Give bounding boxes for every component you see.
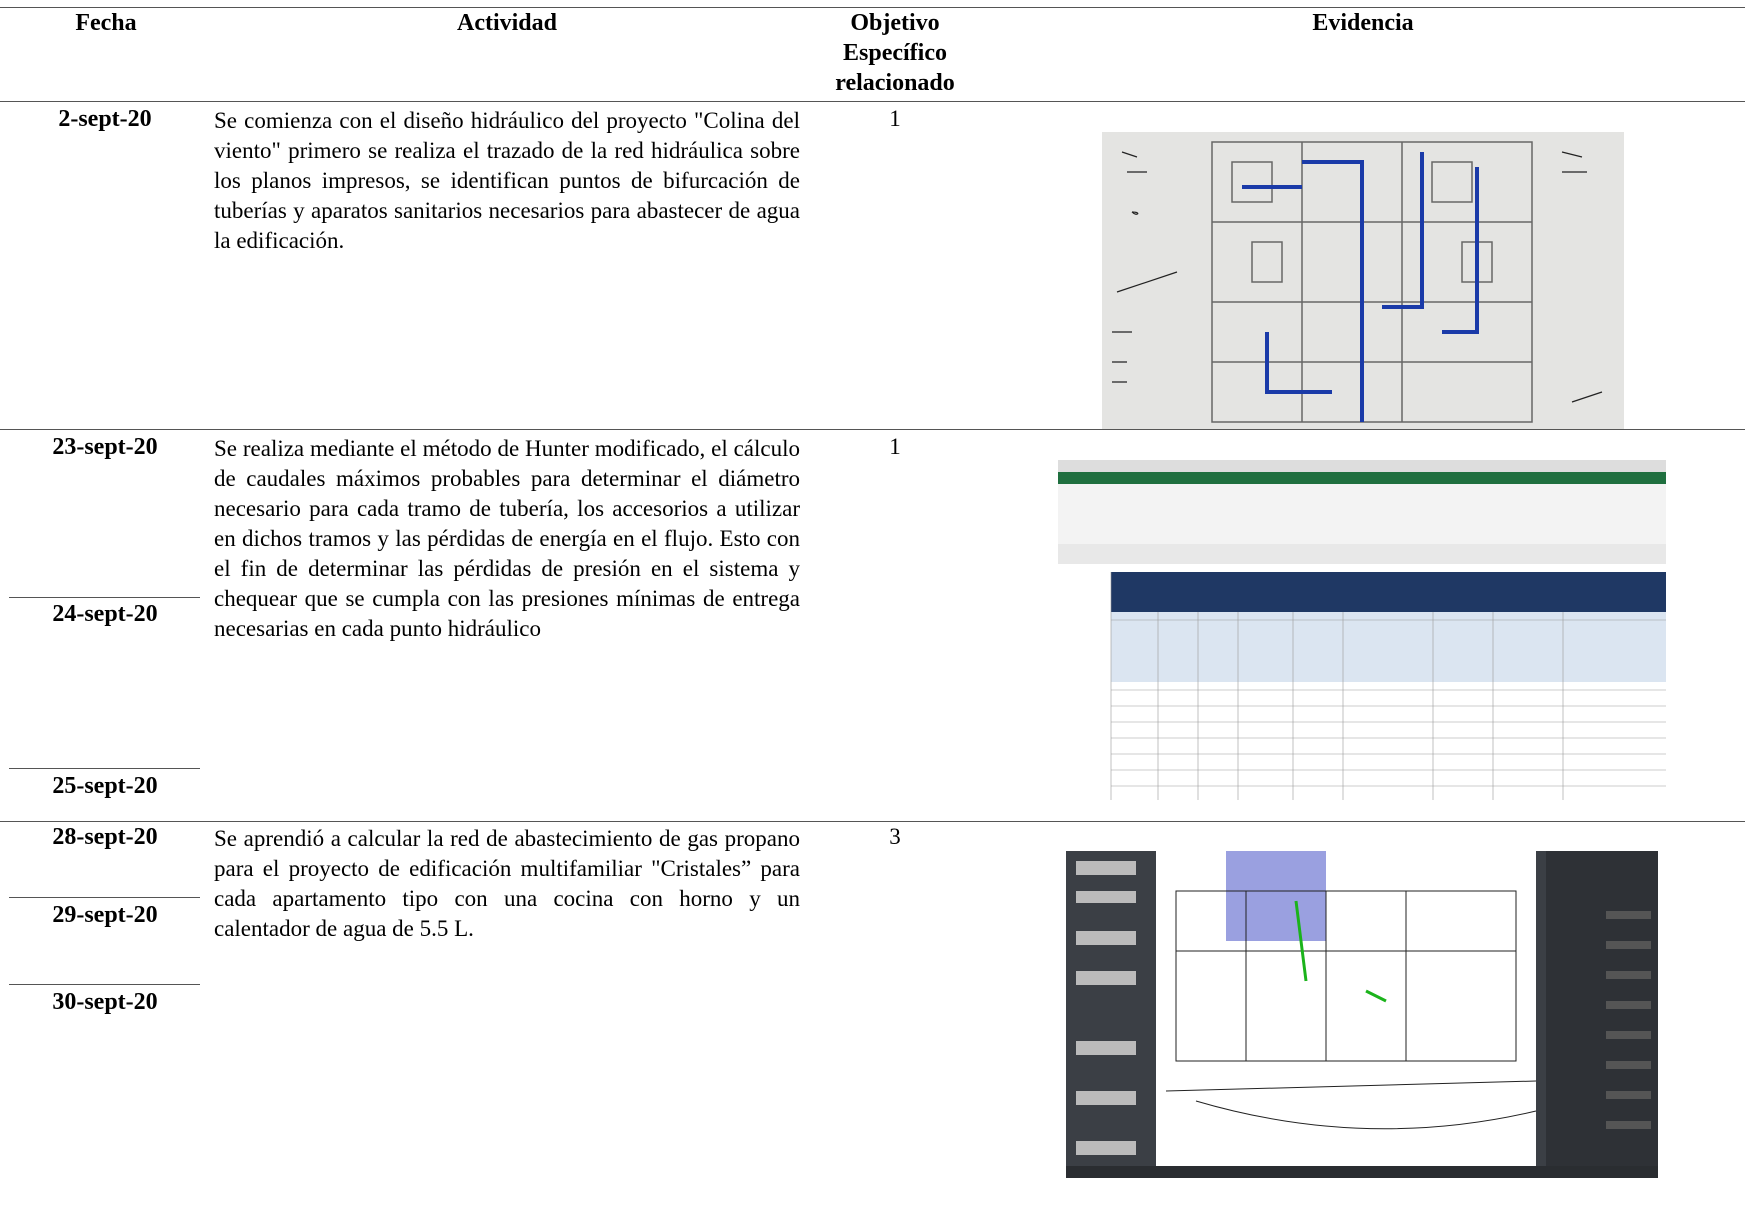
rule [9, 897, 200, 898]
date: 30-sept-20 [52, 989, 158, 1015]
rule [9, 984, 200, 985]
activity: Se aprendió a calcular la red de abastec… [214, 826, 800, 941]
objective: 1 [889, 106, 901, 131]
date: 23-sept-20 [52, 434, 158, 460]
date: 2-sept-20 [58, 106, 152, 132]
evidence-image [1058, 460, 1666, 800]
activity: Se comienza con el diseño hidráulico del… [214, 108, 800, 253]
activity: Se realiza mediante el método de Hunter … [214, 436, 800, 641]
header-cell: Actividad [456, 10, 557, 36]
rule [0, 7, 1745, 8]
header-cell: Fecha [75, 10, 137, 36]
header-cell: Objetivo Específico relacionado [835, 10, 955, 96]
objective: 3 [889, 824, 901, 849]
rule [9, 768, 200, 769]
rule [0, 821, 1745, 822]
rule [0, 429, 1745, 430]
date: 24-sept-20 [52, 601, 158, 627]
evidence-image [1102, 132, 1624, 429]
evidence-image [1066, 851, 1658, 1178]
rule [9, 597, 200, 598]
objective: 1 [889, 434, 901, 459]
date: 29-sept-20 [52, 902, 158, 928]
date: 28-sept-20 [52, 824, 158, 850]
date: 25-sept-20 [52, 773, 158, 799]
header-cell: Evidencia [1312, 10, 1414, 36]
rule [0, 101, 1745, 102]
